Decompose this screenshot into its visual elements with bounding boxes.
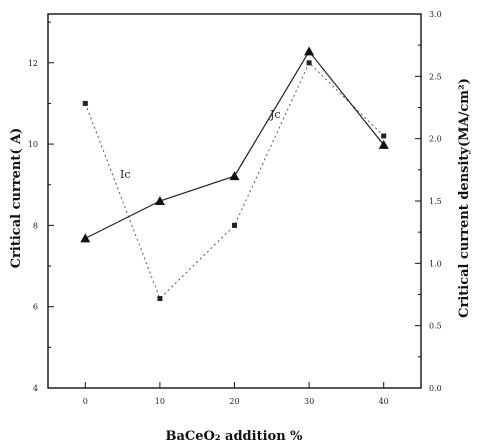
y-left-tick-label: 8	[33, 221, 38, 230]
data-point-jc	[229, 171, 240, 181]
data-point-ic	[306, 60, 312, 66]
ticks: 0 10 20 30 40 4 6 8 10 12 0.0 0.5 1.0 1.5 2.0 2.5 3.0	[28, 10, 442, 406]
x-tick-label: 40	[379, 397, 389, 406]
y-right-tick-label: 0.5	[429, 322, 442, 331]
data-point-jc	[80, 233, 91, 243]
data-point-jc	[304, 46, 315, 56]
plot-frame	[47, 13, 422, 389]
x-tick-label: 20	[229, 397, 239, 406]
series-label-ic: Ic	[120, 168, 131, 181]
y-left-tick-label: 6	[33, 303, 38, 312]
series-label-jc: Jc	[269, 108, 281, 121]
y-right-tick-label: 0.0	[429, 384, 442, 393]
data-point-ic	[157, 296, 163, 302]
y-axis-right-title: Critical current density(MA/cm²)	[457, 78, 472, 318]
y-right-tick-label: 3.0	[429, 10, 442, 19]
y-right-tick-label: 1.5	[429, 197, 442, 206]
y-right-tick-label: 2.0	[429, 135, 442, 144]
y-left-tick-label: 10	[28, 140, 38, 149]
data-point-ic	[82, 100, 88, 106]
y-right-tick-label: 1.0	[429, 259, 442, 268]
y-left-tick-label: 4	[33, 384, 38, 393]
data-point-jc	[154, 196, 165, 205]
series-line-jc	[85, 50, 385, 239]
x-tick-label: 10	[155, 397, 165, 406]
data-point-ic	[381, 133, 387, 139]
y-axis-left-title: Critical current( A)	[9, 128, 24, 269]
x-axis-title: BaCeO₂ addition %	[165, 429, 303, 444]
data-point-ic	[232, 222, 237, 228]
x-tick-label: 30	[304, 397, 314, 406]
y-left-tick-label: 12	[28, 59, 38, 68]
y-right-tick-label: 2.5	[429, 72, 442, 81]
series-layer	[80, 46, 389, 302]
data-point-jc	[378, 139, 389, 149]
x-tick-label: 0	[83, 397, 88, 406]
